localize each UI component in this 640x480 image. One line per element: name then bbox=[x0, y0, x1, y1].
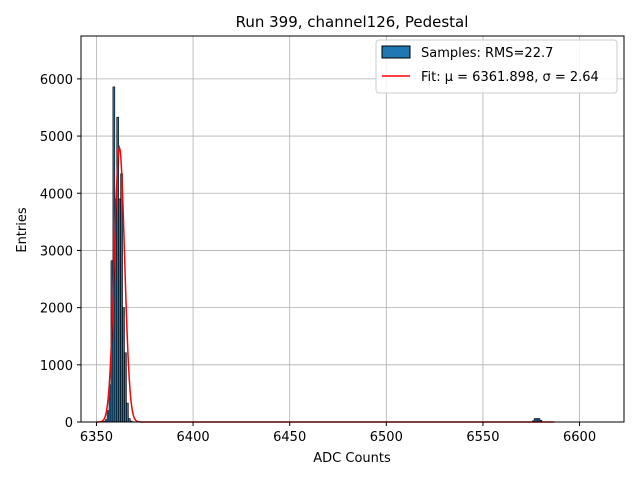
x-tick-label: 6350 bbox=[80, 430, 113, 445]
legend: Samples: RMS=22.7 Fit: μ = 6361.898, σ =… bbox=[375, 39, 618, 94]
x-axis-ticks: 6350 6400 6450 6500 6550 6600 bbox=[80, 422, 596, 445]
legend-samples-patch bbox=[381, 45, 411, 59]
y-tick-label: 2000 bbox=[40, 302, 73, 317]
legend-fit-label: Fit: μ = 6361.898, σ = 2.64 bbox=[421, 70, 599, 85]
legend-samples-label: Samples: RMS=22.7 bbox=[421, 46, 553, 61]
grid-lines bbox=[81, 36, 624, 423]
chart-title: Run 399, channel126, Pedestal bbox=[236, 13, 469, 31]
y-tick-label: 6000 bbox=[40, 73, 73, 88]
y-axis-label: Entries bbox=[15, 207, 30, 253]
x-tick-label: 6500 bbox=[370, 430, 403, 445]
x-tick-label: 6550 bbox=[466, 430, 499, 445]
y-tick-label: 4000 bbox=[40, 187, 73, 202]
plot-frame bbox=[80, 35, 625, 423]
x-tick-label: 6600 bbox=[563, 430, 596, 445]
x-tick-label: 6450 bbox=[273, 430, 306, 445]
y-tick-label: 0 bbox=[65, 416, 73, 431]
y-axis-ticks: 0 1000 2000 3000 4000 5000 6000 bbox=[40, 73, 81, 431]
y-tick-label: 5000 bbox=[40, 130, 73, 145]
legend-box bbox=[375, 39, 618, 94]
x-axis-label: ADC Counts bbox=[313, 451, 391, 466]
x-tick-label: 6400 bbox=[177, 430, 210, 445]
y-tick-label: 1000 bbox=[40, 359, 73, 374]
y-tick-label: 3000 bbox=[40, 244, 73, 259]
